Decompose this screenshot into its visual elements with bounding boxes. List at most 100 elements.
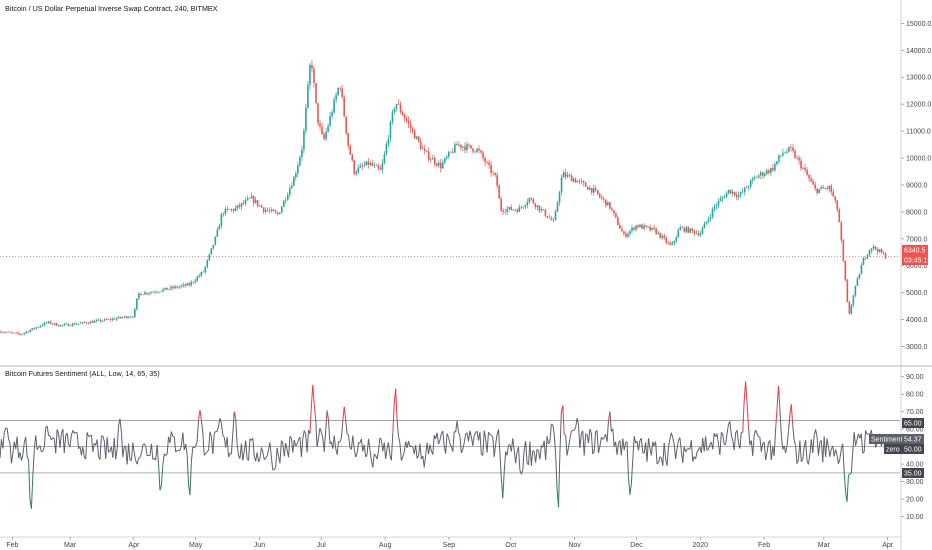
candle-up (437, 162, 440, 166)
candle-up (178, 286, 180, 288)
candle-down (762, 172, 764, 176)
sentiment-segment (300, 438, 304, 457)
candle-down (125, 316, 128, 319)
sentiment-segment (826, 438, 829, 448)
sentiment-segment (30, 475, 34, 509)
sentiment-segment (235, 418, 238, 445)
sentiment-segment (463, 433, 467, 443)
sentiment-segment (336, 441, 340, 455)
candle-up (701, 228, 704, 234)
candle-down (600, 197, 603, 199)
sentiment-pane[interactable] (0, 381, 900, 509)
candle-up (778, 155, 780, 162)
sentiment-segment (468, 430, 471, 442)
sentiment-segment (520, 469, 524, 475)
sentiment-segment (242, 451, 245, 461)
candle-up (287, 194, 289, 200)
price-pane[interactable] (0, 59, 900, 336)
candle-up (5, 332, 7, 333)
sentiment-segment (423, 455, 427, 468)
candle-down (663, 235, 665, 238)
sentiment-segment (546, 436, 549, 444)
sentiment-segment (432, 435, 435, 455)
candle-up (53, 323, 56, 325)
sentiment-segment (326, 410, 330, 421)
sentiment-segment (158, 463, 161, 491)
candle-up (588, 187, 591, 190)
sentiment-segment (266, 449, 270, 456)
sentiment-segment (725, 433, 728, 445)
sentiment-segment (551, 423, 553, 426)
sentiment-segment (769, 440, 772, 460)
sentiment-tick-label: 40.00 (906, 462, 924, 469)
candle-down (268, 210, 271, 212)
sentiment-segment (106, 437, 110, 453)
candle-down (419, 141, 422, 149)
candle-down (619, 225, 621, 229)
candle-up (77, 323, 80, 325)
candle-up (393, 108, 396, 113)
candle-down (172, 286, 174, 289)
sentiment-segment (396, 419, 400, 437)
candle-up (592, 188, 595, 193)
sentiment-segment (185, 444, 188, 455)
sentiment-segment (193, 445, 197, 449)
candle-up (389, 121, 392, 139)
candle-up (59, 325, 62, 327)
sentiment-segment (273, 466, 277, 471)
time-tick-label: Jun (254, 542, 265, 549)
sentiment-badge-label: Sentiment (871, 437, 903, 444)
candle-down (609, 202, 611, 209)
candle-up (335, 95, 337, 100)
candle-down (584, 182, 587, 187)
candle-down (687, 227, 690, 233)
sentiment-segment (666, 446, 669, 466)
candle-down (882, 252, 885, 254)
candle-up (89, 321, 92, 324)
candle-up (679, 227, 682, 231)
candle-down (113, 318, 116, 320)
candle-down (798, 157, 800, 161)
candle-up (117, 316, 120, 319)
candle-up (303, 130, 305, 150)
sentiment-segment (323, 430, 327, 452)
sentiment-segment (128, 443, 131, 461)
candle-up (657, 232, 659, 234)
candle-up (466, 144, 468, 150)
candle-down (697, 232, 700, 236)
sentiment-segment (695, 451, 698, 460)
sentiment-segment (262, 451, 265, 460)
sentiment-segment (807, 454, 811, 465)
candle-down (55, 323, 58, 326)
candle-down (874, 246, 877, 250)
candle-down (598, 194, 601, 198)
sentiment-segment (792, 425, 795, 441)
sentiment-segment (829, 448, 832, 457)
candle-up (715, 205, 718, 207)
sentiment-segment (805, 440, 808, 461)
candle-down (564, 172, 567, 177)
sentiment-segment (400, 456, 404, 461)
sentiment-segment (340, 421, 344, 439)
candle-up (828, 185, 831, 189)
sentiment-segment (119, 418, 122, 433)
sentiment-segment (189, 461, 192, 496)
sentiment-segment (655, 441, 658, 464)
candle-up (21, 334, 23, 335)
sentiment-segment (612, 428, 615, 447)
sentiment-segment (587, 429, 591, 444)
candle-up (784, 152, 786, 154)
sentiment-segment (567, 438, 571, 448)
sentiment-segment (59, 433, 62, 448)
sentiment-segment (199, 409, 202, 421)
candle-down (683, 227, 686, 232)
sentiment-segment (419, 443, 422, 460)
sentiment-segment (492, 437, 495, 457)
sentiment-segment (562, 405, 565, 435)
sentiment-segment (493, 444, 497, 457)
sentiment-segment (817, 441, 821, 456)
candle-up (174, 286, 176, 289)
sentiment-segment (425, 442, 428, 456)
candle-up (111, 318, 114, 320)
